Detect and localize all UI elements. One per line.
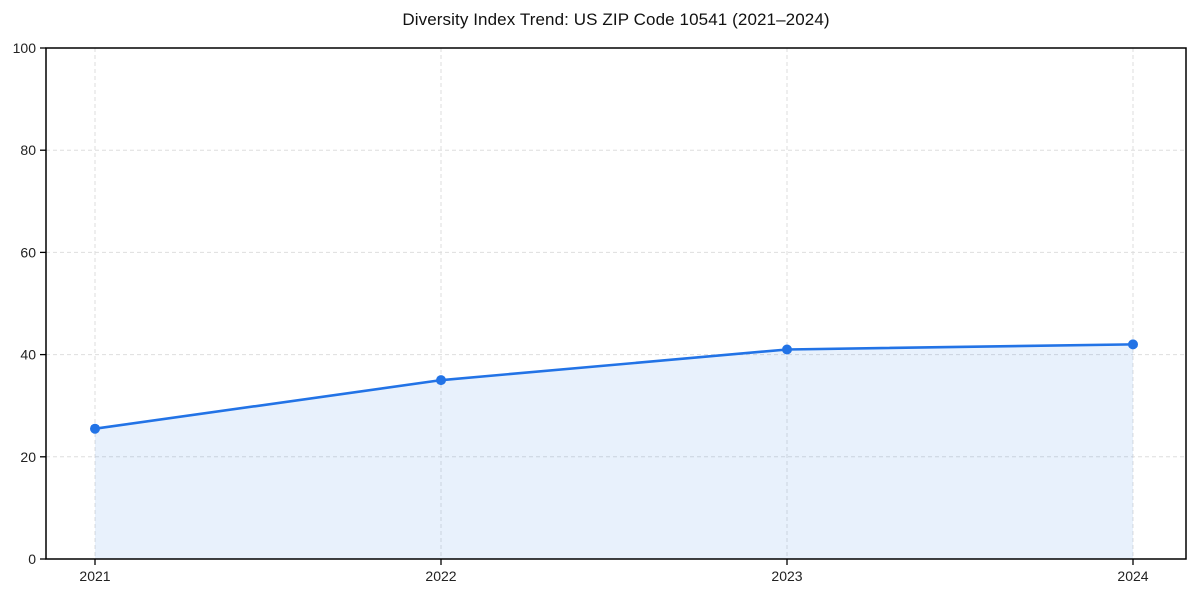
x-tick-label: 2021 [79,568,110,584]
y-tick-label: 60 [20,244,36,260]
data-point-marker [436,375,446,386]
y-tick-label: 20 [20,449,36,465]
data-point-marker [1128,339,1138,350]
plot-border [45,47,1187,560]
trend-line [93,343,1135,430]
x-tick-label: 2023 [771,568,802,584]
area-fill [95,344,1133,559]
x-tick-label: 2022 [425,568,456,584]
y-tick-label: 100 [13,40,37,56]
y-tick-label: 80 [20,142,36,158]
data-point-marker [782,344,792,355]
data-point-marker [90,423,100,434]
y-tick-label: 0 [28,551,36,567]
y-tick-label: 40 [20,347,36,363]
x-tick-label: 2024 [1117,568,1148,584]
chart-title: Diversity Index Trend: US ZIP Code 10541… [402,10,830,29]
